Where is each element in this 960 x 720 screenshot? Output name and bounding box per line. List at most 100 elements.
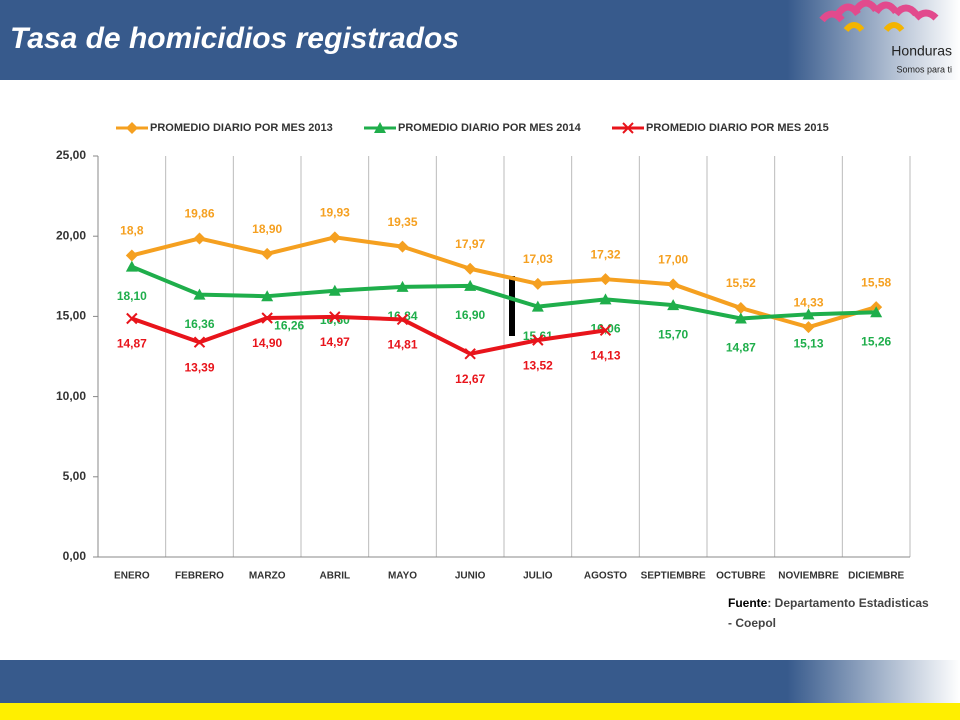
data-label: 19,86 [184,207,214,221]
y-tick-label: 5,00 [63,469,87,483]
data-label: 14,33 [793,295,823,309]
legend-label: PROMEDIO DIARIO POR MES 2014 [398,122,582,134]
data-label: 14,90 [252,336,282,350]
source: Fuente: Departamento Estadisticas [728,596,929,610]
x-tick-label: FEBRERO [175,571,224,582]
data-label: 16,90 [455,308,485,322]
x-tick-label: MARZO [249,571,286,582]
source-text: : Departamento Estadisticas [767,596,929,610]
x-tick-label: MAYO [388,571,417,582]
data-label: 14,87 [117,337,147,351]
legend-label: PROMEDIO DIARIO POR MES 2015 [646,122,829,134]
data-label: 17,03 [523,252,553,266]
data-label: 15,26 [861,334,891,348]
marker [464,348,476,360]
marker [622,122,634,134]
data-label: 18,10 [117,289,147,303]
logo [819,0,939,33]
data-label: 18,90 [252,222,282,236]
marker [261,247,274,260]
y-tick-label: 0,00 [63,549,87,563]
data-label: 13,52 [523,358,553,372]
marker [193,336,206,348]
series-line [131,235,877,330]
marker [329,311,341,323]
data-label: 15,58 [861,275,891,289]
data-label: 14,97 [320,335,350,349]
data-label: 17,97 [455,237,485,251]
data-label: 14,87 [726,341,756,355]
data-label: 15,13 [793,336,823,350]
marker [328,231,341,244]
x-tick-label: AGOSTO [584,571,627,582]
marker [396,280,409,292]
x-tick-label: SEPTIEMBRE [641,571,706,582]
data-label: 15,52 [726,276,756,290]
marker [193,288,206,300]
data-label: 15,70 [658,327,688,341]
marker [802,308,815,320]
x-tick-label: DICIEMBRE [848,571,904,582]
marker [328,284,341,296]
marker [261,290,274,302]
data-label: 16,36 [184,317,214,331]
header-bar [0,0,960,80]
data-label: 17,00 [658,252,688,266]
y-tick-label: 25,00 [56,148,86,162]
marker [396,313,409,326]
marker [193,232,206,245]
logo-name: Honduras [891,43,952,59]
footer-stripe [0,703,960,720]
marker [599,324,612,337]
marker [125,260,138,272]
marker [464,279,477,291]
data-label: 19,35 [387,215,417,229]
footer-bar [0,660,960,704]
x-tick-label: JUNIO [455,571,486,582]
marker [802,321,815,334]
legend-label: PROMEDIO DIARIO POR MES 2013 [150,122,333,134]
marker [734,302,747,315]
divider-mark [509,276,515,336]
marker [125,249,138,262]
marker [126,312,138,325]
y-tick-label: 20,00 [56,228,86,242]
data-label: 12,67 [455,372,485,386]
marker [599,273,612,286]
marker [374,122,386,133]
source-text: - Coepol [728,616,776,630]
marker [261,312,273,324]
y-tick-label: 15,00 [56,309,86,323]
data-label: 13,39 [184,360,214,374]
marker [532,334,544,346]
title: Tasa de homicidios registrados [10,22,459,55]
marker [667,278,680,291]
marker [531,300,544,312]
marker [870,306,883,318]
marker [667,299,680,311]
data-label: 17,32 [590,247,620,261]
logo-tagline: Somos para ti [896,64,952,74]
data-label: 19,93 [320,205,350,219]
series-line [131,314,606,356]
data-label: 16,26 [274,318,304,332]
x-tick-label: NOVIEMBRE [778,571,839,582]
data-label: 14,81 [387,338,417,352]
plot: 0,00 5,00 10,00 15,00 20,00 25,00 ENERO FEBRERO… [56,122,911,582]
x-tick-label: JULIO [523,571,553,582]
series-line [131,264,877,321]
data-label: 14,13 [590,349,620,363]
marker [531,277,544,290]
source-label: Fuente [728,596,768,610]
y-tick-label: 10,00 [56,389,86,403]
x-tick-label: OCTUBRE [716,571,766,582]
marker [126,122,138,134]
x-tick-label: ABRIL [320,571,351,582]
x-tick-label: ENERO [114,571,150,582]
marker [599,293,612,305]
marker [464,262,477,275]
marker [734,312,747,324]
data-label: 18,8 [120,224,144,238]
